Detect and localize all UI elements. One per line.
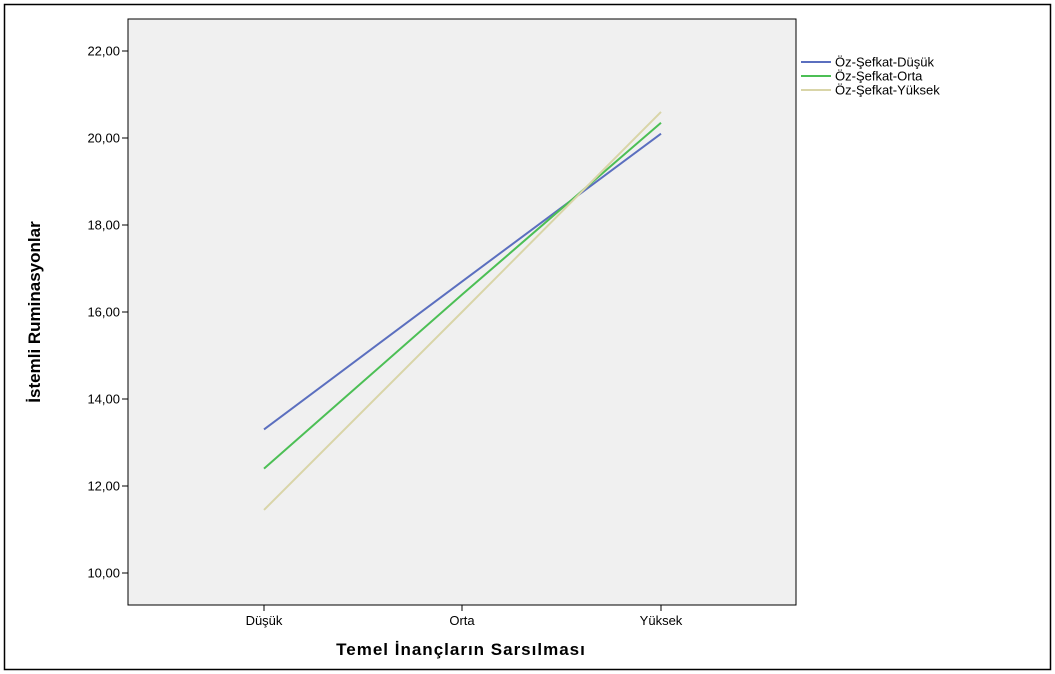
y-tick-label: 22,00 <box>87 44 120 59</box>
x-tick-label: Yüksek <box>640 613 683 628</box>
x-axis: Düşük Orta Yüksek <box>246 605 683 628</box>
series-lines <box>263 111 662 511</box>
y-axis-title: İstemli Ruminasyonlar <box>25 221 44 403</box>
y-tick-label: 10,00 <box>87 566 120 581</box>
y-tick-label: 12,00 <box>87 479 120 494</box>
legend: Öz-Şefkat-DüşükÖz-Şefkat-OrtaÖz-Şefkat-Y… <box>801 55 940 98</box>
legend-label: Öz-Şefkat-Yüksek <box>835 83 940 98</box>
legend-label: Öz-Şefkat-Orta <box>835 69 923 84</box>
y-tick-label: 14,00 <box>87 392 120 407</box>
series-line-2 <box>263 122 662 470</box>
x-tick-label: Düşük <box>246 613 283 628</box>
series-line-1 <box>263 132 662 431</box>
y-axis: 10,00 12,00 14,00 16,00 18,00 20,00 22,00 <box>87 44 128 581</box>
x-axis-title: Temel İnançların Sarsılması <box>336 640 586 659</box>
legend-label: Öz-Şefkat-Düşük <box>835 55 934 70</box>
y-tick-label: 20,00 <box>87 131 120 146</box>
series-line-3 <box>263 111 662 511</box>
x-tick-label: Orta <box>449 613 475 628</box>
y-tick-label: 16,00 <box>87 305 120 320</box>
y-tick-label: 18,00 <box>87 218 120 233</box>
